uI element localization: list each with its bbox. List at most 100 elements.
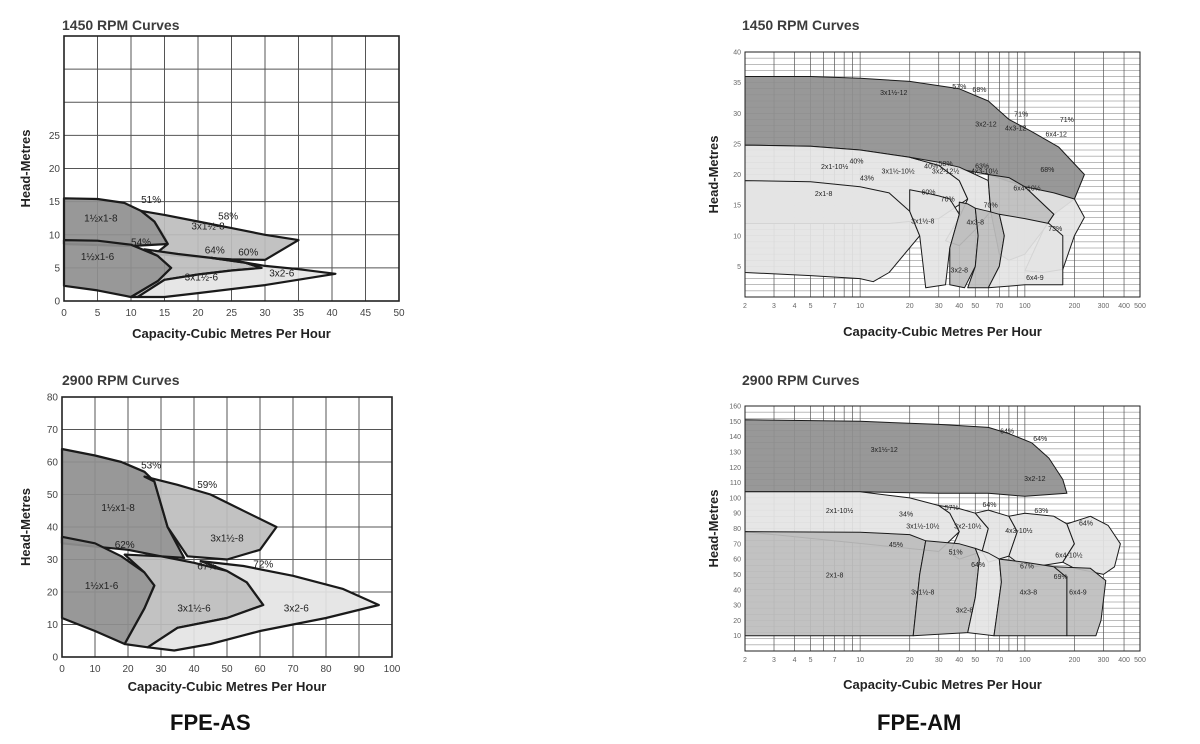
- curve-label: 3x1½-6: [185, 272, 219, 283]
- curve-label: 1½x1-8: [101, 503, 135, 514]
- y-tick-label: 5: [54, 263, 60, 274]
- region-1: [143, 475, 278, 561]
- curve-label: 34%: [899, 511, 913, 518]
- curve-label: 4x3-8: [967, 220, 985, 227]
- region-7: [912, 540, 980, 637]
- curve-label: 58%: [218, 212, 238, 223]
- x-tick-label: 7: [833, 657, 837, 664]
- y-tick-label: 120: [729, 465, 741, 472]
- curve-label: 71%: [1014, 111, 1028, 118]
- curve-label: 3x1½-8: [191, 221, 225, 232]
- curve-label: 1½x1-6: [81, 252, 115, 263]
- y-tick-label: 30: [733, 603, 741, 610]
- chart-title: 2900 RPM Curves: [62, 372, 180, 388]
- curve-label: 71%: [1060, 117, 1074, 124]
- y-tick-label: 10: [733, 633, 741, 640]
- curve-label: 3x1½-12: [880, 89, 907, 97]
- x-axis-label: Capacity-Cubic Metres Per Hour: [843, 324, 1042, 339]
- y-axis-label: Head-Metres: [18, 129, 33, 207]
- region-1: [140, 209, 300, 261]
- curve-label: 3x2-10½: [954, 523, 981, 531]
- curve-label: 4x3-10½: [971, 167, 998, 175]
- y-tick-label: 60: [733, 557, 741, 564]
- x-tick-label: 3: [772, 657, 776, 664]
- curve-label: 57%: [945, 505, 959, 512]
- curve-label: 2x1-10½: [826, 507, 853, 515]
- curve-label: 60%: [921, 190, 935, 197]
- x-tick-label: 10: [856, 657, 864, 664]
- curve-label: 69%: [1054, 574, 1068, 581]
- curve-label: 63%: [1034, 508, 1048, 515]
- footer-label-fpe-am: FPE-AM: [877, 710, 962, 735]
- x-tick-label: 20: [906, 657, 914, 664]
- y-tick-label: 20: [49, 164, 61, 175]
- x-tick-label: 40: [955, 303, 963, 310]
- curve-label: 3x1½-8: [911, 218, 934, 226]
- x-tick-label: 400: [1118, 303, 1130, 310]
- x-tick-label: 4: [793, 303, 797, 310]
- x-tick-label: 35: [293, 308, 305, 319]
- x-tick-label: 5: [809, 303, 813, 310]
- curve-label: 40%: [924, 163, 938, 170]
- y-tick-label: 0: [54, 297, 60, 308]
- curve-label: 4x3-10½: [1005, 527, 1032, 535]
- plot-frame: [744, 51, 1141, 298]
- region-5: [744, 180, 921, 283]
- curve-label: 64%: [1033, 436, 1047, 443]
- chart-svg: 2 3 4 5 7 10 20 30 40 50 70 100 200 300 400 500 5 10 15 20 2…: [706, 50, 1146, 340]
- y-axis-label: Head-Metres: [706, 489, 721, 567]
- x-tick-label: 100: [1019, 657, 1031, 664]
- curve-label: 3x2-8: [951, 268, 969, 275]
- curve-label: 3x2-6: [269, 268, 294, 279]
- curve-label: 64%: [205, 245, 225, 256]
- curve-label: 64%: [1000, 429, 1014, 436]
- x-tick-label: 20: [122, 664, 134, 675]
- y-tick-label: 130: [729, 449, 741, 456]
- chart-fpe-as-2900: 2900 RPM Curves 0 10 20 30 40 50 60 70 80 90 100 0 1…: [0, 360, 600, 705]
- x-tick-label: 5: [809, 657, 813, 664]
- curve-label: 1½x1-8: [84, 214, 118, 225]
- chart-svg: 2 3 4 5 7 10 20 30 40 50 70 100 200 300 400 500 10 20 30 40…: [706, 404, 1146, 693]
- curve-label: 3x1½-12: [871, 446, 898, 454]
- y-tick-label: 15: [49, 197, 61, 208]
- y-axis-label: Head-Metres: [18, 488, 33, 566]
- y-tick-label: 40: [733, 587, 741, 594]
- curve-label: 57%: [952, 84, 966, 91]
- y-tick-label: 90: [733, 511, 741, 518]
- chart-title: 1450 RPM Curves: [62, 17, 180, 33]
- region-5: [1062, 515, 1121, 575]
- y-tick-label: 50: [47, 490, 59, 501]
- curve-label: 3x1½-10½: [882, 167, 915, 175]
- chart-title: 2900 RPM Curves: [742, 372, 860, 388]
- curve-label: 67%: [1020, 563, 1034, 570]
- x-tick-label: 30: [935, 657, 943, 664]
- y-tick-label: 15: [733, 203, 741, 210]
- y-tick-label: 5: [737, 264, 741, 271]
- x-axis-label: Capacity-Cubic Metres Per Hour: [132, 326, 331, 341]
- x-tick-label: 7: [833, 303, 837, 310]
- y-tick-label: 60: [47, 458, 59, 469]
- chart-svg: 0 5 10 15 20 25 30 35 40 45 50 0 5 10 15 20 25 Capacity-C…: [18, 35, 405, 341]
- x-tick-label: 300: [1098, 657, 1110, 664]
- x-tick-label: 5: [95, 308, 101, 319]
- y-tick-label: 20: [47, 588, 59, 599]
- y-tick-label: 70: [47, 425, 59, 436]
- x-tick-label: 45: [360, 308, 372, 319]
- y-tick-label: 100: [729, 495, 741, 502]
- curve-label: 1½x1-6: [85, 581, 119, 592]
- curve-label: 58%: [939, 161, 953, 168]
- plot-frame: [61, 396, 393, 658]
- x-tick-label: 2: [743, 303, 747, 310]
- curve-label: 3x2-8: [956, 608, 974, 615]
- y-tick-label: 0: [52, 653, 58, 664]
- region-7: [949, 201, 979, 289]
- y-tick-label: 25: [733, 141, 741, 148]
- x-tick-label: 15: [159, 308, 171, 319]
- x-tick-label: 400: [1118, 657, 1130, 664]
- x-tick-label: 10: [89, 664, 101, 675]
- chart-title: 1450 RPM Curves: [742, 17, 860, 33]
- curve-label: 45%: [889, 542, 903, 549]
- y-tick-label: 40: [733, 50, 741, 57]
- y-tick-label: 20: [733, 172, 741, 179]
- curve-label: 54%: [131, 237, 151, 248]
